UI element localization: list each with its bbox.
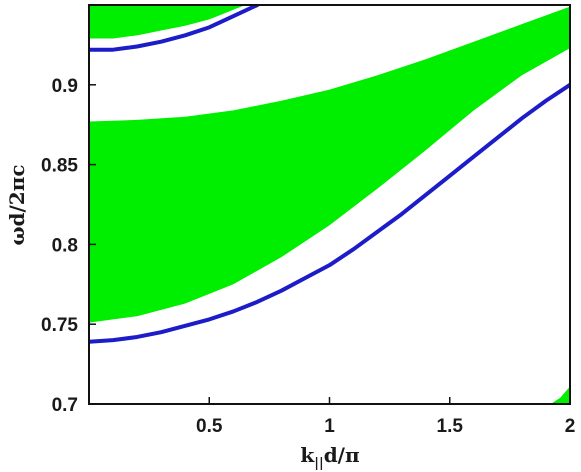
- x-axis-label: k||d/π: [300, 443, 359, 471]
- band-region-2: [89, 5, 246, 39]
- y-tick-label: 0.9: [52, 76, 78, 97]
- x-tick-label: 1: [324, 416, 335, 437]
- y-tick-label: 0.8: [52, 235, 78, 256]
- y-tick-label: 0.85: [41, 156, 78, 177]
- x-tick-label: 0.5: [196, 416, 223, 437]
- x-axis-ticks: 0.5 1 1.5 2: [196, 397, 575, 437]
- x-tick-label: 2: [565, 416, 576, 437]
- x-axis-label-tail: d/π: [324, 443, 360, 467]
- band-region-3: [550, 386, 570, 404]
- y-tick-label: 0.7: [52, 395, 78, 416]
- y-axis-label: ωd/2πc: [5, 164, 29, 245]
- x-tick-label: 1.5: [437, 416, 464, 437]
- dispersion-lines: [89, 5, 570, 344]
- y-axis-ticks: 0.7 0.75 0.8 0.85 0.9: [41, 76, 96, 416]
- y-tick-label: 0.75: [41, 315, 78, 336]
- band-region-1: [89, 6, 570, 323]
- x-axis-label-subscript: ||: [314, 456, 323, 471]
- dispersion-line-2: [89, 5, 260, 52]
- x-axis-label-main: k: [300, 443, 315, 467]
- dispersion-line-1: [89, 82, 570, 344]
- band-regions: [89, 5, 570, 404]
